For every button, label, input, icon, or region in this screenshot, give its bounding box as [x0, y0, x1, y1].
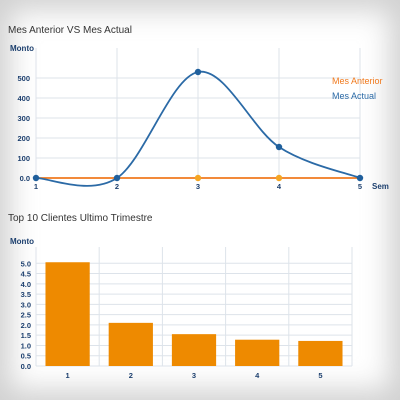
point-mes-actual-5 — [356, 174, 364, 182]
bar-5 — [298, 340, 343, 366]
bar-y-tick-2: 1.0 — [21, 341, 31, 350]
bar-1 — [45, 262, 90, 366]
bar-y-tick-4: 2.0 — [21, 321, 31, 330]
line-y-tick-1: 100 — [17, 154, 30, 163]
point-mes-anterior-3 — [194, 174, 202, 182]
bar-y-tick-10: 5.0 — [21, 259, 31, 268]
bar-y-tick-9: 4.5 — [21, 270, 31, 279]
legend-mes-anterior: Mes Anterior — [332, 76, 383, 86]
line-y-tick-5: 500 — [17, 74, 30, 83]
bar-2 — [108, 322, 153, 366]
bar-y-tick-6: 3.0 — [21, 300, 31, 309]
line-y-tick-3: 300 — [17, 114, 30, 123]
line-x-tick-1: 1 — [34, 182, 38, 191]
line-y-tick-4: 400 — [17, 94, 30, 103]
line-x-tick-4: 4 — [277, 182, 282, 191]
bar-x-tick-5: 5 — [318, 371, 322, 380]
point-mes-actual-1 — [32, 174, 40, 182]
line-x-tick-3: 3 — [196, 182, 200, 191]
point-mes-actual-3 — [194, 68, 202, 76]
bar-chart-title: Top 10 Clientes Ultimo Trimestre — [8, 213, 153, 224]
line-y-tick-2: 200 — [17, 134, 30, 143]
bar-3 — [171, 334, 217, 366]
legend-mes-actual: Mes Actual — [332, 91, 376, 101]
bar-x-tick-2: 2 — [129, 371, 133, 380]
bar-x-tick-4: 4 — [255, 371, 260, 380]
bar-y-tick-1: 0.5 — [21, 352, 31, 361]
line-y-tick-0: 0.0 — [20, 174, 30, 183]
bar-4 — [235, 339, 280, 366]
bar-y-tick-5: 2.5 — [21, 311, 31, 320]
line-chart-title: Mes Anterior VS Mes Actual — [8, 25, 132, 36]
line-x-tick-2: 2 — [115, 182, 119, 191]
bar-y-axis-title: Monto — [10, 237, 34, 246]
point-mes-actual-4 — [275, 143, 283, 151]
bar-y-tick-3: 1.5 — [21, 331, 31, 340]
bar-x-tick-3: 3 — [192, 371, 196, 380]
bar-x-tick-1: 1 — [66, 371, 70, 380]
point-mes-actual-2 — [113, 174, 121, 182]
bar-y-tick-7: 3.5 — [21, 290, 31, 299]
line-x-axis-title: Sem — [372, 182, 389, 191]
line-chart: 0.0 100 200 300 400 500 Monto 1 2 3 4 5 Sem Mes Anter… — [10, 44, 389, 191]
line-y-axis-title: Monto — [10, 44, 34, 53]
bar-y-tick-0: 0.0 — [21, 362, 31, 371]
bar-y-tick-8: 4.0 — [21, 280, 31, 289]
point-mes-anterior-4 — [275, 174, 283, 182]
line-x-tick-5: 5 — [358, 182, 362, 191]
